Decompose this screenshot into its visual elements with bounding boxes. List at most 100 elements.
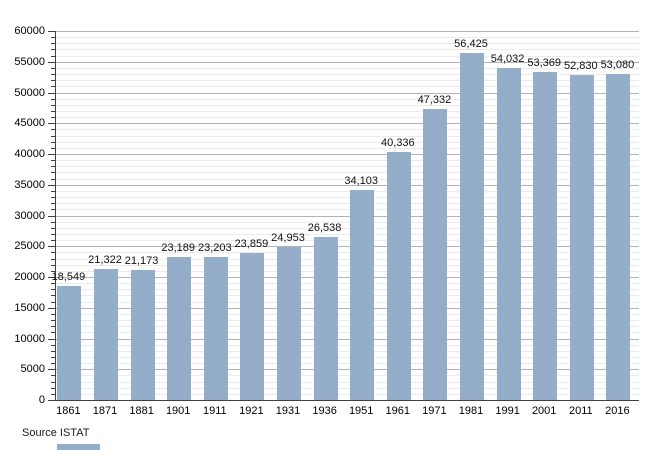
- y-axis-tick: [51, 99, 55, 100]
- y-axis-tick: [51, 209, 55, 210]
- y-axis-tick: [48, 185, 55, 186]
- y-axis-tick: [51, 172, 55, 173]
- minor-gridline: [56, 148, 639, 149]
- minor-gridline: [56, 234, 639, 235]
- y-axis-tick: [51, 203, 55, 204]
- minor-gridline: [56, 351, 639, 352]
- bar-value-label: 23,189: [161, 242, 196, 254]
- bar-2011: [570, 75, 594, 400]
- y-axis-label: 35000: [14, 178, 45, 191]
- y-axis-label: 40000: [14, 148, 45, 160]
- x-axis-label: 2011: [568, 405, 593, 417]
- y-axis-tick: [51, 136, 55, 137]
- major-gridline: [56, 31, 639, 32]
- major-gridline: [56, 369, 639, 370]
- y-axis-tick: [51, 394, 55, 395]
- minor-gridline: [56, 332, 639, 333]
- minor-gridline: [56, 388, 639, 389]
- minor-gridline: [56, 37, 639, 38]
- source-caption: Source ISTAT: [22, 427, 90, 439]
- minor-gridline: [56, 197, 639, 198]
- y-axis-tick: [51, 259, 55, 260]
- minor-gridline: [56, 160, 639, 161]
- minor-gridline: [56, 283, 639, 284]
- cropped-blue-fragment: [57, 444, 100, 450]
- minor-gridline: [56, 129, 639, 130]
- minor-gridline: [56, 179, 639, 180]
- y-axis-tick: [51, 271, 55, 272]
- minor-gridline: [56, 382, 639, 383]
- minor-gridline: [56, 345, 639, 346]
- y-axis-tick: [51, 265, 55, 266]
- major-gridline: [56, 216, 639, 217]
- y-axis-tick: [51, 234, 55, 235]
- y-axis-tick: [51, 86, 55, 87]
- bar-value-label: 53,369: [527, 57, 562, 69]
- bar-2001: [533, 72, 557, 400]
- minor-gridline: [56, 111, 639, 112]
- minor-gridline: [56, 375, 639, 376]
- y-axis-tick: [48, 31, 55, 32]
- y-axis-tick: [51, 148, 55, 149]
- y-axis-tick: [48, 369, 55, 370]
- y-axis-tick: [51, 289, 55, 290]
- y-axis-tick: [51, 357, 55, 358]
- y-axis-tick: [51, 160, 55, 161]
- bar-1931: [277, 247, 301, 400]
- minor-gridline: [56, 56, 639, 57]
- y-axis-tick: [51, 345, 55, 346]
- x-axis-label: 1951: [348, 405, 374, 417]
- y-axis-tick: [51, 49, 55, 50]
- x-axis-label: 1881: [129, 405, 154, 417]
- minor-gridline: [56, 68, 639, 69]
- bar-value-label: 34,103: [344, 175, 379, 187]
- y-axis-tick: [51, 326, 55, 327]
- minor-gridline: [56, 99, 639, 100]
- y-axis-tick: [51, 80, 55, 81]
- y-axis-tick: [51, 105, 55, 106]
- minor-gridline: [56, 136, 639, 137]
- y-axis-tick: [51, 179, 55, 180]
- minor-gridline: [56, 252, 639, 253]
- minor-gridline: [56, 357, 639, 358]
- minor-gridline: [56, 43, 639, 44]
- y-axis-tick: [51, 295, 55, 296]
- x-axis-label: 1961: [385, 405, 411, 417]
- y-axis-tick: [48, 339, 55, 340]
- y-axis-tick: [51, 117, 55, 118]
- bar-1881: [131, 270, 155, 400]
- minor-gridline: [56, 166, 639, 167]
- y-axis-tick: [51, 375, 55, 376]
- x-axis-label: 1981: [458, 405, 484, 417]
- minor-gridline: [56, 74, 639, 75]
- y-axis-tick: [48, 246, 55, 247]
- x-axis-label: 1971: [422, 405, 447, 417]
- y-axis-label: 5000: [20, 363, 45, 376]
- bar-value-label: 23,859: [234, 238, 269, 250]
- minor-gridline: [56, 222, 639, 223]
- major-gridline: [56, 308, 639, 309]
- bar-1951: [350, 190, 374, 400]
- x-axis-label: 1921: [239, 405, 264, 417]
- minor-gridline: [56, 320, 639, 321]
- y-axis-tick: [48, 123, 55, 124]
- y-axis-tick: [51, 228, 55, 229]
- y-axis-tick: [48, 400, 55, 401]
- y-axis-tick: [51, 222, 55, 223]
- bar-1911: [204, 257, 228, 400]
- y-axis-label: 20000: [14, 271, 45, 283]
- y-axis-label: 45000: [14, 117, 45, 130]
- y-axis-tick: [48, 93, 55, 94]
- y-axis-tick: [48, 216, 55, 217]
- minor-gridline: [56, 259, 639, 260]
- bar-value-label: 18,549: [51, 271, 86, 283]
- y-axis-tick: [51, 129, 55, 130]
- bar-1871: [94, 269, 118, 400]
- x-axis-label: 1936: [312, 405, 337, 417]
- minor-gridline: [56, 86, 639, 87]
- major-gridline: [56, 154, 639, 155]
- major-gridline: [56, 123, 639, 124]
- bar-1921: [240, 253, 264, 400]
- minor-gridline: [56, 289, 639, 290]
